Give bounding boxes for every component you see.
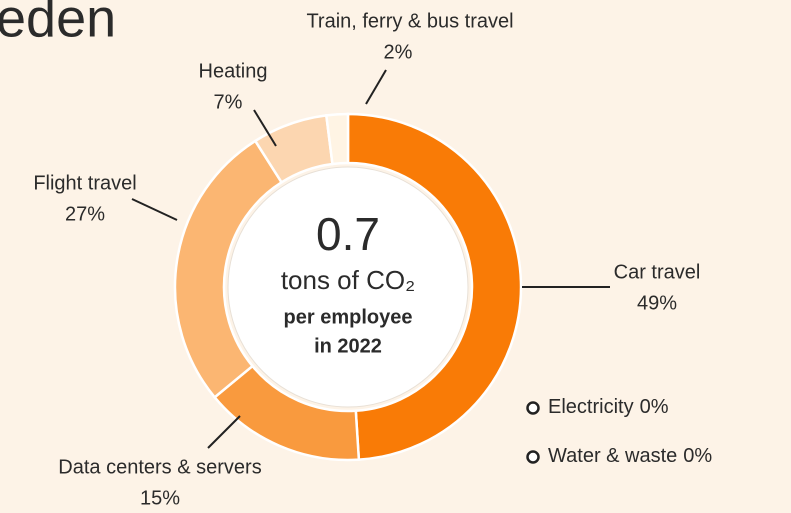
donut-segment	[324, 112, 350, 166]
legend-marker	[526, 401, 540, 415]
segment-value-label: 2%	[384, 41, 413, 63]
segment-label: Car travel	[614, 261, 701, 283]
center-value: 0.7	[316, 208, 380, 260]
leader-line	[207, 415, 241, 449]
segment-label: Heating	[199, 60, 268, 82]
donut-segment	[346, 112, 523, 461]
chart-title: eden	[0, 0, 116, 48]
segment-value-label: 15%	[140, 487, 180, 509]
segment-label: Train, ferry & bus travel	[306, 10, 513, 32]
legend-value: 0%	[640, 396, 669, 418]
legend-value: 0%	[683, 445, 712, 467]
leader-line	[131, 198, 178, 221]
center-line: in 2022	[314, 335, 382, 357]
legend-marker	[526, 450, 540, 464]
legend-name: Water & waste	[548, 445, 677, 467]
segment-label: Flight travel	[33, 172, 136, 194]
legend-label: Water & waste 0%	[548, 445, 712, 467]
segment-label: Data centers & servers	[58, 456, 261, 478]
legend-name: Electricity	[548, 396, 634, 418]
center-circle	[227, 166, 469, 408]
center-unit: tons of CO₂	[281, 265, 415, 295]
center-line: per employee	[284, 306, 413, 328]
segment-value-label: 7%	[214, 91, 243, 113]
segment-value-label: 27%	[65, 203, 105, 225]
leader-line	[365, 69, 387, 105]
legend-label: Electricity 0%	[548, 396, 669, 418]
segment-value-label: 49%	[637, 292, 677, 314]
leader-line	[253, 109, 277, 147]
